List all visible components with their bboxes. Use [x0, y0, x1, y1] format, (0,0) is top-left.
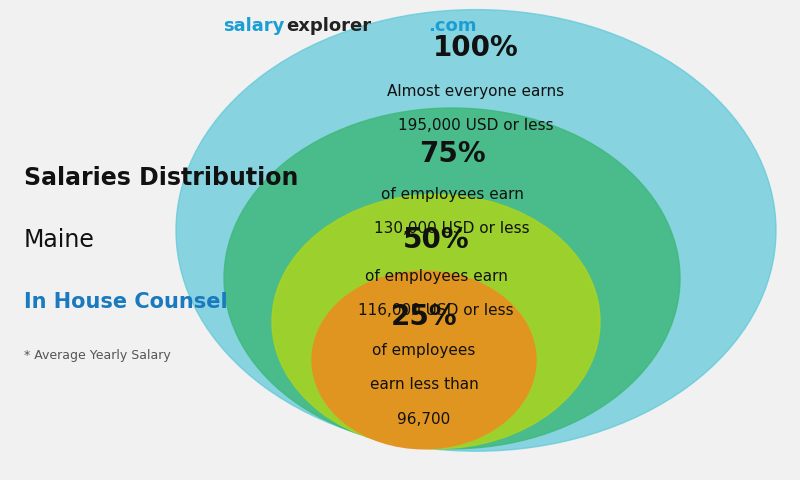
- Text: 195,000 USD or less: 195,000 USD or less: [398, 118, 554, 133]
- Ellipse shape: [176, 10, 776, 451]
- Text: Almost everyone earns: Almost everyone earns: [387, 84, 565, 99]
- Text: 130,000 USD or less: 130,000 USD or less: [374, 221, 530, 237]
- Text: In House Counsel: In House Counsel: [24, 292, 228, 312]
- Text: * Average Yearly Salary: * Average Yearly Salary: [24, 348, 170, 362]
- Text: salary: salary: [222, 17, 284, 35]
- Text: 116,000 USD or less: 116,000 USD or less: [358, 303, 514, 318]
- Text: 50%: 50%: [402, 226, 470, 254]
- Text: of employees earn: of employees earn: [365, 268, 507, 284]
- Ellipse shape: [312, 271, 536, 449]
- Text: Salaries Distribution: Salaries Distribution: [24, 166, 298, 190]
- Ellipse shape: [272, 194, 600, 449]
- Text: explorer: explorer: [286, 17, 371, 35]
- Text: Maine: Maine: [24, 228, 95, 252]
- Text: .com: .com: [428, 17, 477, 35]
- Text: 96,700: 96,700: [398, 412, 450, 427]
- Text: 100%: 100%: [433, 34, 519, 62]
- Ellipse shape: [224, 108, 680, 449]
- Text: earn less than: earn less than: [370, 377, 478, 393]
- Text: of employees: of employees: [372, 343, 476, 358]
- Text: 25%: 25%: [390, 303, 458, 331]
- Text: of employees earn: of employees earn: [381, 187, 523, 202]
- Text: 75%: 75%: [418, 140, 486, 168]
